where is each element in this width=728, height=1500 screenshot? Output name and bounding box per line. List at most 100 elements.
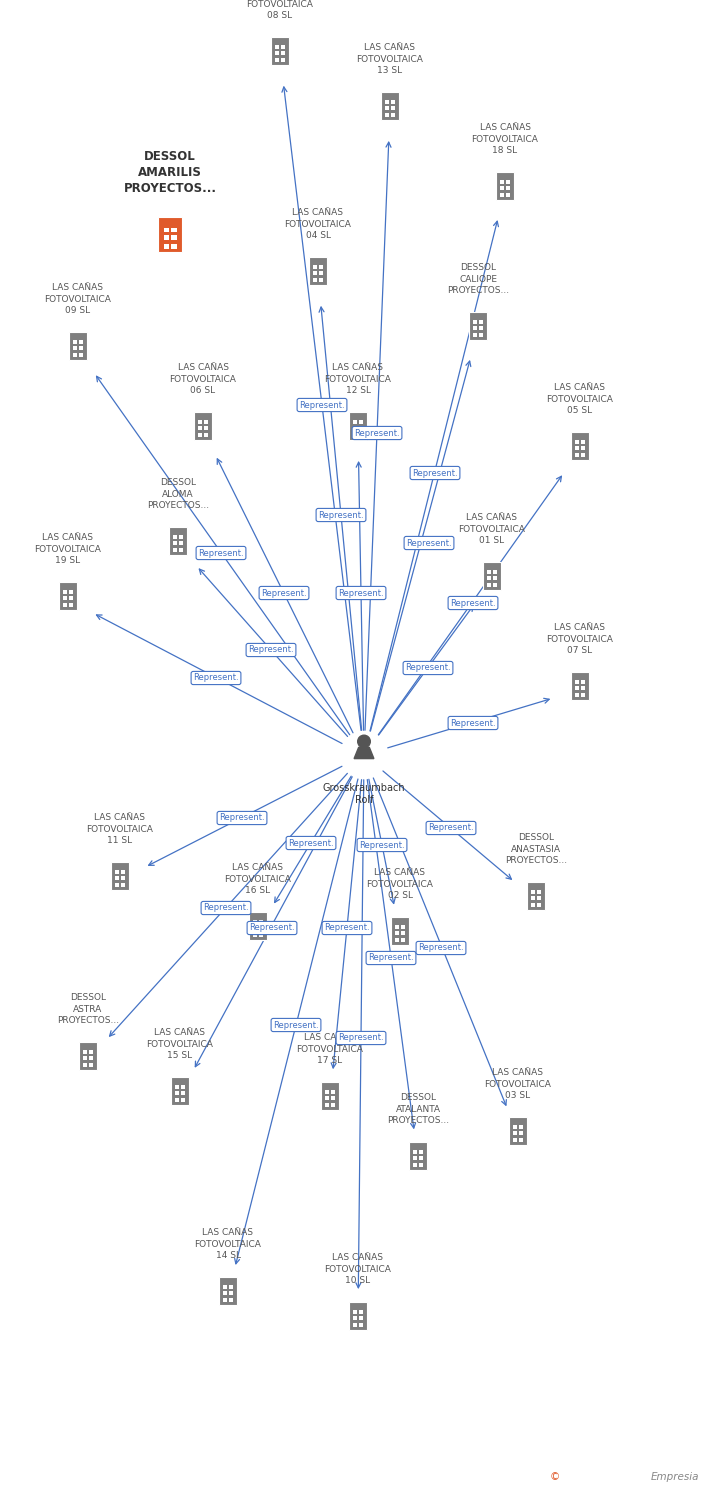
Bar [325,1090,330,1094]
Bar [259,933,263,938]
Bar [575,687,579,690]
Bar [401,939,405,942]
Text: Represent.: Represent. [203,903,249,912]
Bar [469,312,487,339]
Bar [181,1086,185,1089]
Bar [493,576,497,580]
Bar [69,603,73,608]
Text: Represent.: Represent. [412,468,458,477]
Bar [506,186,510,190]
Bar [331,1096,335,1100]
Bar [74,340,77,344]
Bar [74,354,77,357]
Bar [479,333,483,338]
Text: Represent.: Represent. [450,718,496,728]
Bar [275,51,280,56]
Bar [353,420,357,424]
Bar [181,1092,185,1095]
Text: Represent.: Represent. [355,429,400,438]
Bar [170,1077,189,1104]
Bar [89,1056,93,1060]
Bar [115,884,119,886]
Polygon shape [354,747,374,759]
Bar [419,1150,423,1154]
Bar [121,884,125,886]
Bar [359,1323,363,1328]
Text: LAS CAÑAS
FOTOVOLTAICA
07 SL: LAS CAÑAS FOTOVOLTAICA 07 SL [547,622,614,656]
Bar [79,340,83,344]
Text: LAS CAÑAS
FOTOVOLTAICA
03 SL: LAS CAÑAS FOTOVOLTAICA 03 SL [485,1068,551,1100]
Bar [319,266,323,268]
Bar [414,1156,417,1160]
Bar [63,597,68,600]
Bar [571,432,590,459]
Bar [506,180,510,184]
Bar [537,897,541,900]
Bar [79,1042,98,1070]
Bar [353,1323,357,1328]
Bar [198,433,202,436]
Bar [175,1086,179,1089]
Bar [359,420,363,424]
Text: DESSOL
ANASTASIA
PROYECTOS...: DESSOL ANASTASIA PROYECTOS... [505,833,567,866]
Bar [500,180,505,184]
Bar [581,453,585,458]
Bar [493,570,497,574]
Bar [500,186,505,190]
Bar [353,433,357,436]
Bar [479,327,483,330]
Bar [179,542,183,544]
Bar [249,912,267,939]
Bar [259,927,263,930]
Text: LAS CAÑAS
FOTOVOLTAICA
19 SL: LAS CAÑAS FOTOVOLTAICA 19 SL [34,532,101,566]
Text: LAS CAÑAS
FOTOVOLTAICA
12 SL: LAS CAÑAS FOTOVOLTAICA 12 SL [325,363,392,394]
Bar [473,321,478,324]
Bar [171,244,176,249]
Bar [275,58,280,62]
Text: Represent.: Represent. [324,924,370,933]
Text: Represent.: Represent. [450,598,496,608]
Bar [385,106,389,109]
Bar [414,1164,417,1167]
Bar [253,921,258,924]
Bar [68,333,87,360]
Bar [353,426,357,430]
Bar [253,927,258,930]
Text: Represent.: Represent. [418,944,464,952]
Text: DESSOL
ALOMA
PROYECTOS...: DESSOL ALOMA PROYECTOS... [147,478,209,510]
Bar [353,1317,357,1320]
Bar [531,897,535,900]
Text: Represent.: Represent. [368,954,414,963]
Text: Represent.: Represent. [261,588,306,597]
Bar [204,420,208,424]
Text: Represent.: Represent. [339,588,384,597]
Text: DESSOL
CALIOPE
PROYECTOS...: DESSOL CALIOPE PROYECTOS... [447,262,509,296]
Bar [198,426,202,430]
Bar [395,939,400,942]
Bar [164,228,170,232]
Bar [473,327,478,330]
Bar [349,1302,368,1329]
Text: DESSOL
AMARILIS
PROYECTOS...: DESSOL AMARILIS PROYECTOS... [124,150,216,195]
Bar [83,1056,87,1060]
Bar [575,681,579,684]
Bar [537,891,541,894]
Bar [359,1311,363,1314]
Bar [281,45,285,50]
Bar [391,100,395,104]
Text: LAS CAÑAS
FOTOVOLTAICA
05 SL: LAS CAÑAS FOTOVOLTAICA 05 SL [547,382,614,416]
Text: Represent.: Represent. [299,400,345,410]
Text: Represent.: Represent. [288,839,334,848]
Text: Represent.: Represent. [428,824,474,833]
Bar [395,926,400,928]
Bar [79,354,83,357]
Text: LAS CAÑAS
FOTOVOLTAICA
10 SL: LAS CAÑAS FOTOVOLTAICA 10 SL [325,1252,392,1286]
Bar [509,1118,527,1144]
Bar [519,1125,523,1130]
Text: DESSOL
ATALANTA
PROYECTOS...: DESSOL ATALANTA PROYECTOS... [387,1094,449,1125]
Bar [473,333,478,338]
Bar [204,433,208,436]
Text: LAS CAÑAS
FOTOVOLTAICA
11 SL: LAS CAÑAS FOTOVOLTAICA 11 SL [87,813,154,844]
Bar [59,582,77,609]
Text: Grosskraumbach
Rolf: Grosskraumbach Rolf [323,783,405,806]
